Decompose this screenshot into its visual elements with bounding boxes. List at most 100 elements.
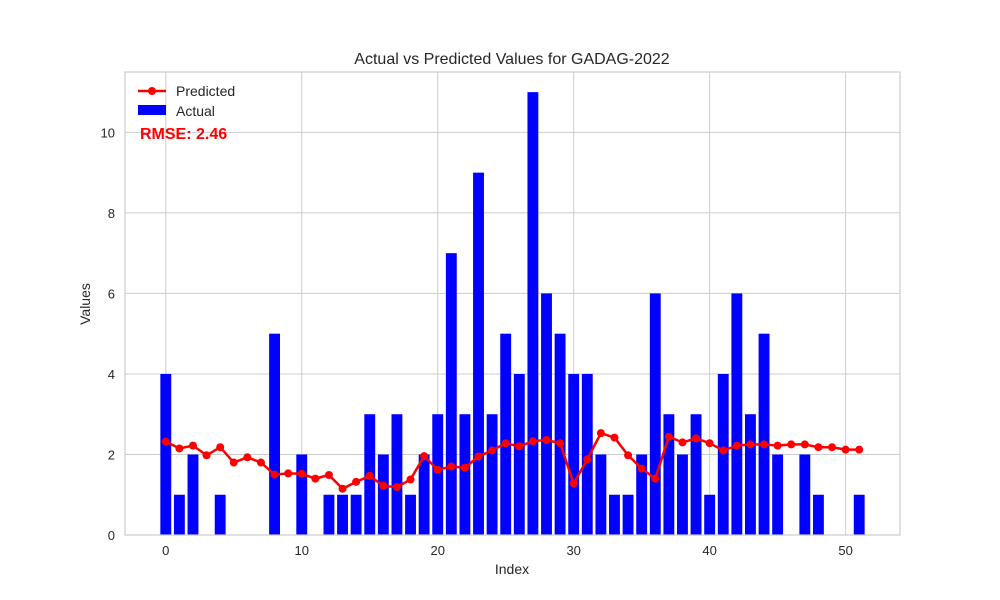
legend-actual-patch xyxy=(138,105,166,115)
bar-actual xyxy=(473,172,484,536)
predicted-point xyxy=(202,451,211,460)
bar-actual xyxy=(269,333,280,535)
ticks: 0 10 20 30 40 50 0 2 4 6 8 10 xyxy=(101,125,853,558)
predicted-point xyxy=(379,481,388,490)
rmse-annotation: RMSE: 2.46 xyxy=(140,126,227,143)
bar-actual xyxy=(459,414,471,535)
predicted-point xyxy=(229,458,238,467)
predicted-point xyxy=(610,433,619,442)
bar-actual xyxy=(418,454,430,535)
bar-actual xyxy=(677,454,688,535)
predicted-point xyxy=(760,440,769,449)
predicted-point xyxy=(814,443,823,452)
predicted-point xyxy=(447,462,456,471)
predicted-point xyxy=(719,446,728,455)
bar-actual xyxy=(704,494,716,535)
predicted-point xyxy=(297,469,306,478)
bar-actual xyxy=(812,494,824,535)
predicted-point xyxy=(855,445,864,454)
predicted-point xyxy=(270,470,279,479)
legend-predicted-label: Predicted xyxy=(176,83,235,99)
predicted-point xyxy=(678,438,687,447)
bar-actual xyxy=(405,494,416,535)
bars-actual xyxy=(160,92,865,536)
grid xyxy=(125,72,900,536)
bar-actual xyxy=(690,414,702,535)
predicted-point xyxy=(488,446,497,455)
bar-actual xyxy=(758,333,770,535)
bar-actual xyxy=(445,253,457,535)
predicted-point xyxy=(460,463,469,472)
predicted-point xyxy=(692,434,701,443)
bar-actual xyxy=(350,494,362,535)
bar-actual xyxy=(323,494,335,535)
predicted-point xyxy=(596,429,605,438)
bar-actual xyxy=(772,454,784,535)
predicted-point xyxy=(773,441,782,450)
y-tick-label: 6 xyxy=(108,286,115,301)
bar-actual xyxy=(377,454,389,535)
bar-actual xyxy=(663,414,675,535)
predicted-point xyxy=(175,444,184,453)
bar-actual xyxy=(731,293,743,535)
x-tick-label: 0 xyxy=(162,543,169,558)
predicted-point xyxy=(188,441,197,450)
bar-actual xyxy=(187,454,199,535)
legend-actual-label: Actual xyxy=(176,103,215,119)
predicted-point xyxy=(420,452,429,461)
bar-actual xyxy=(745,414,756,535)
bar-actual xyxy=(391,414,403,535)
y-axis-label: Values xyxy=(77,283,93,325)
bar-actual xyxy=(649,293,661,535)
legend-predicted-marker xyxy=(148,87,156,95)
bar-actual xyxy=(717,373,729,535)
bar-actual xyxy=(337,494,348,535)
x-axis-label: Index xyxy=(495,561,529,577)
y-tick-label: 2 xyxy=(108,447,115,462)
predicted-point xyxy=(528,437,537,446)
bar-actual xyxy=(568,373,580,535)
bar-actual xyxy=(554,333,566,535)
chart-title: Actual vs Predicted Values for GADAG-202… xyxy=(354,51,670,68)
predicted-point xyxy=(746,440,755,449)
predicted-point xyxy=(256,458,265,467)
bar-actual xyxy=(595,454,607,535)
predicted-point xyxy=(324,471,333,480)
predicted-point xyxy=(828,443,837,452)
bar-actual xyxy=(581,373,593,535)
predicted-point xyxy=(243,453,252,462)
bar-actual xyxy=(622,494,634,535)
bar-actual xyxy=(513,373,525,535)
y-tick-label: 10 xyxy=(101,125,115,140)
predicted-point xyxy=(406,475,415,484)
predicted-point xyxy=(216,443,225,452)
bar-actual xyxy=(173,494,185,535)
bar-actual xyxy=(160,373,172,535)
predicted-point xyxy=(651,474,660,483)
bar-actual xyxy=(296,454,308,535)
predicted-point xyxy=(338,484,347,493)
predicted-point xyxy=(705,439,714,448)
predicted-point xyxy=(569,479,578,488)
bar-actual xyxy=(636,454,648,535)
bar-actual xyxy=(609,494,620,535)
x-tick-label: 20 xyxy=(430,543,444,558)
predicted-point xyxy=(284,469,293,478)
plot-frame xyxy=(124,71,901,536)
bar-actual xyxy=(432,414,444,535)
predicted-point xyxy=(161,437,170,446)
predicted-point xyxy=(311,474,320,483)
bar-actual xyxy=(541,293,552,535)
bar-actual xyxy=(799,454,811,535)
x-tick-label: 10 xyxy=(295,543,309,558)
bar-actual xyxy=(853,494,865,535)
predicted-point xyxy=(637,464,646,473)
predicted-point xyxy=(515,442,524,451)
predicted-point xyxy=(392,483,401,492)
x-tick-label: 50 xyxy=(838,543,852,558)
predicted-point xyxy=(433,465,442,474)
predicted-point xyxy=(624,451,633,460)
y-tick-label: 8 xyxy=(108,206,115,221)
predicted-point xyxy=(501,439,510,448)
bar-actual xyxy=(486,414,498,535)
